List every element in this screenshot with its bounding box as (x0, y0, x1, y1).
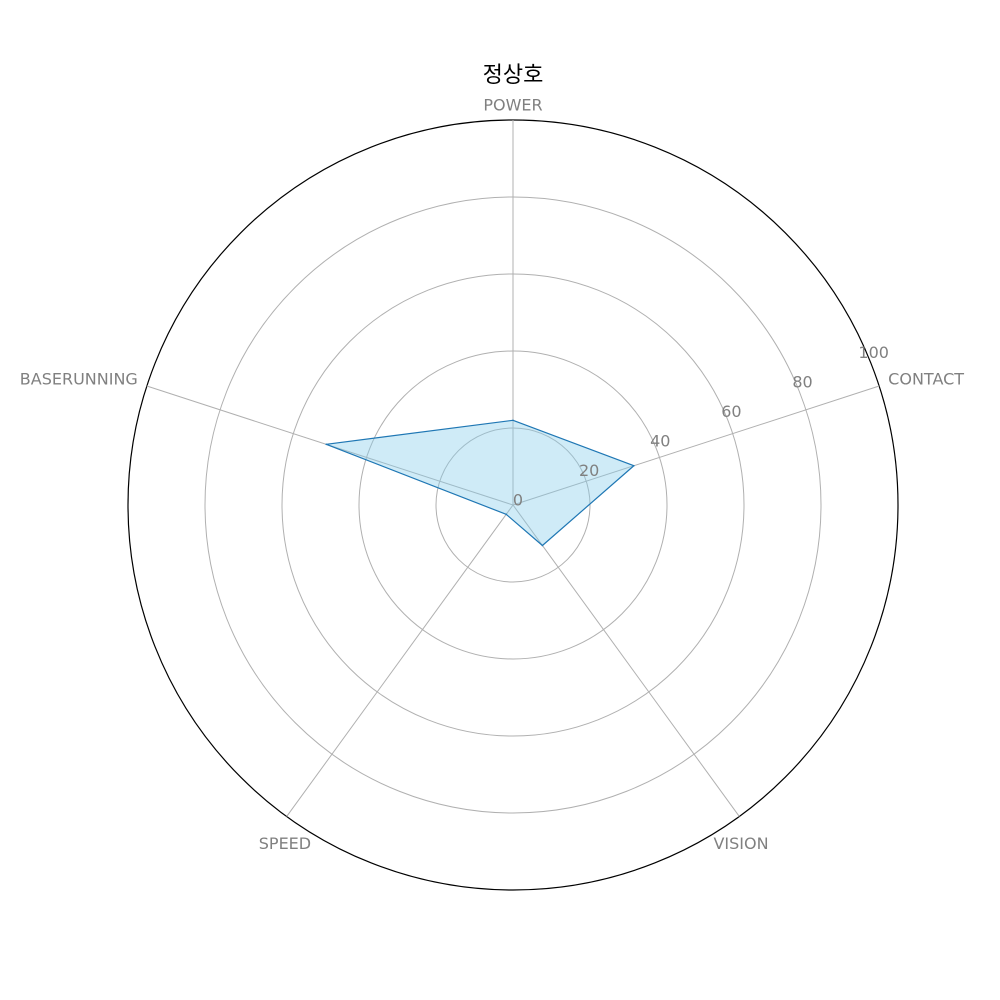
tick-label: 100 (858, 343, 889, 362)
tick-label: 60 (721, 402, 741, 421)
axis-labels: POWER CONTACT VISION SPEED BASERUNNING (20, 96, 965, 854)
axis-label-power: POWER (483, 96, 542, 115)
data-point-power (512, 419, 514, 422)
axis-label-contact: CONTACT (888, 369, 964, 388)
data-point-speed (505, 513, 508, 516)
radar-series (325, 419, 635, 547)
data-point-baserunning (325, 443, 328, 446)
spoke-speed (286, 504, 514, 817)
spoke-contact (512, 385, 880, 506)
tick-label: 20 (579, 461, 599, 480)
tick-label: 80 (792, 373, 812, 392)
series-area (326, 420, 634, 546)
axis-label-vision: VISION (713, 834, 768, 853)
axis-label-speed: SPEED (259, 834, 311, 853)
tick-label: 0 (513, 491, 523, 510)
axis-label-baserunning: BASERUNNING (20, 369, 138, 388)
series-line (325, 419, 635, 547)
spoke-vision (512, 504, 740, 817)
data-point-contact (633, 464, 635, 467)
chart-title: 정상호 (483, 63, 544, 88)
tick-label: 40 (650, 432, 670, 451)
data-point-vision (541, 544, 544, 547)
radial-ticks: 0 20 40 60 80 100 (513, 343, 889, 509)
